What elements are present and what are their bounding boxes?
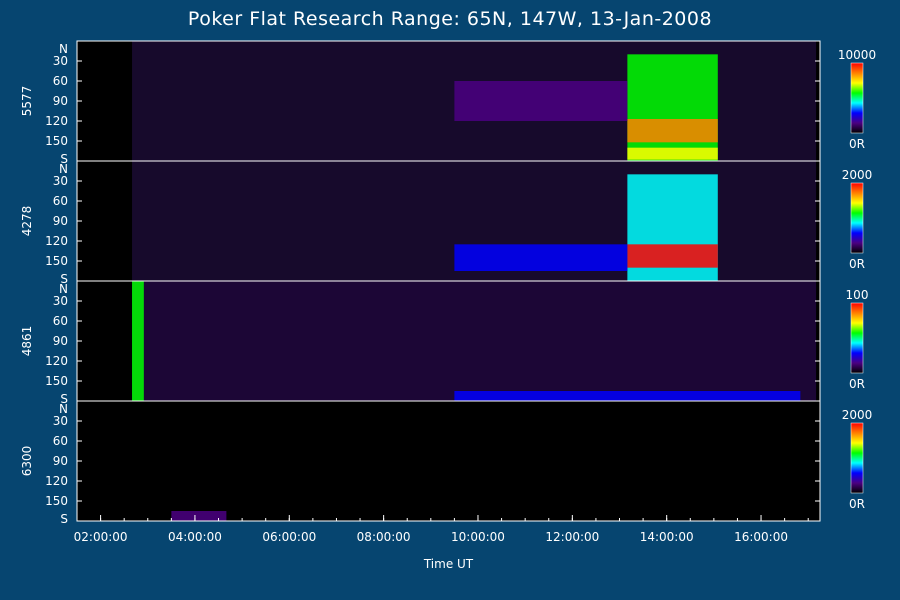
panel-5577-emission-1 [627, 119, 718, 143]
x-axis-label: Time UT [423, 557, 474, 571]
panel-6300-colorbar-min: 0R [849, 497, 865, 511]
panel-5577-colorbar-min: 0R [849, 137, 865, 151]
y-tick-label: 90 [53, 214, 68, 228]
panel-6300-colorbar [850, 422, 864, 494]
panel-6300-label: 6300 [20, 446, 34, 477]
chart-title: Poker Flat Research Range: 65N, 147W, 13… [187, 8, 713, 30]
y-tick-label: 150 [45, 374, 68, 388]
y-tick-label: 150 [45, 254, 68, 268]
y-tick-label: 60 [53, 434, 68, 448]
y-tick-label: 150 [45, 494, 68, 508]
y-tick-label: 90 [53, 454, 68, 468]
panel-6300-emission-0 [171, 511, 227, 521]
y-tick-label: 60 [53, 194, 68, 208]
y-tick-label: 120 [45, 234, 68, 248]
y-tick-label: S [60, 392, 68, 406]
panel-5577-label: 5577 [20, 86, 34, 117]
panel-5577-emission-0 [627, 54, 718, 162]
y-tick-label: 60 [53, 314, 68, 328]
panel-4861-emission-1 [454, 391, 801, 401]
panel-6300-colorbar-max: 2000 [842, 408, 873, 422]
panel-5577-emission-3 [454, 81, 628, 121]
panel-4278-emission-2 [454, 244, 628, 271]
y-tick-label: N [59, 162, 68, 176]
panel-6300-frame [76, 400, 821, 522]
panel-4861-colorbar [850, 302, 864, 374]
y-tick-label: N [59, 402, 68, 416]
panel-4861-label: 4861 [20, 326, 34, 357]
y-tick-label: 120 [45, 354, 68, 368]
panel-4861-coverage [132, 281, 817, 401]
panel-4278-colorbar-max: 2000 [842, 168, 873, 182]
x-tick-label: 16:00:00 [734, 530, 788, 544]
y-tick-label: 150 [45, 134, 68, 148]
x-tick-label: 04:00:00 [168, 530, 222, 544]
y-tick-label: S [60, 152, 68, 166]
y-tick-label: 120 [45, 114, 68, 128]
panel-4278-label: 4278 [20, 206, 34, 237]
panel-4861-colorbar-min: 0R [849, 377, 865, 391]
y-tick-label: S [60, 512, 68, 526]
y-tick-label: 60 [53, 74, 68, 88]
y-tick-label: 120 [45, 474, 68, 488]
panel-4278-colorbar-min: 0R [849, 257, 865, 271]
y-tick-label: 90 [53, 94, 68, 108]
y-tick-label: N [59, 282, 68, 296]
panel-6300-background [77, 401, 820, 521]
panel-4861-emission-0 [132, 281, 144, 401]
y-tick-label: 30 [53, 294, 68, 308]
panel-5577-emission-2 [627, 147, 718, 160]
y-tick-label: N [59, 42, 68, 56]
panel-4278-colorbar [850, 182, 864, 254]
y-tick-label: 30 [53, 54, 68, 68]
x-tick-label: 14:00:00 [640, 530, 694, 544]
x-tick-label: 12:00:00 [545, 530, 599, 544]
x-tick-label: 10:00:00 [451, 530, 505, 544]
panel-4278-emission-1 [627, 244, 718, 268]
y-tick-label: 30 [53, 174, 68, 188]
panel-5577-colorbar [850, 62, 864, 134]
y-tick-label: S [60, 272, 68, 286]
x-tick-label: 08:00:00 [357, 530, 411, 544]
x-tick-label: 02:00:00 [74, 530, 128, 544]
x-tick-label: 06:00:00 [262, 530, 316, 544]
panel-4861-colorbar-max: 100 [846, 288, 869, 302]
y-tick-label: 30 [53, 414, 68, 428]
y-tick-label: 90 [53, 334, 68, 348]
panel-5577-colorbar-max: 10000 [838, 48, 876, 62]
